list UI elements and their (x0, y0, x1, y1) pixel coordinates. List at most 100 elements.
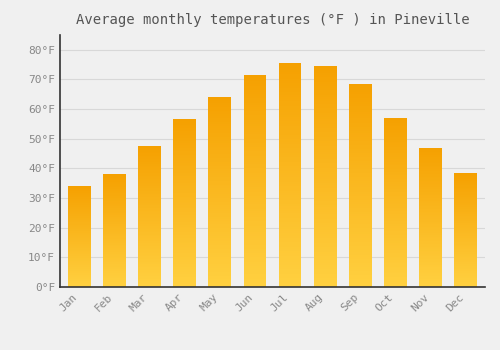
Bar (174, 188, 196, 190)
Bar (138, 198, 161, 200)
Bar (68, 240, 90, 241)
Bar (174, 153, 196, 155)
Bar (349, 128, 372, 131)
Bar (68, 222, 90, 223)
Bar (208, 166, 231, 167)
Bar (103, 178, 126, 179)
Bar (103, 175, 126, 177)
Bar (208, 245, 231, 247)
Bar (244, 126, 266, 128)
Bar (138, 273, 161, 274)
Bar (349, 183, 372, 186)
Bar (138, 283, 161, 284)
Bar (349, 163, 372, 165)
Bar (208, 177, 231, 179)
Bar (174, 125, 196, 126)
Bar (419, 265, 442, 266)
Bar (138, 178, 161, 180)
Bar (278, 139, 301, 141)
Bar (208, 99, 231, 101)
Bar (454, 212, 477, 213)
Bar (278, 175, 301, 177)
Bar (278, 249, 301, 251)
Bar (419, 226, 442, 227)
Bar (314, 168, 336, 170)
Bar (174, 163, 196, 165)
Bar (454, 204, 477, 205)
Bar (454, 232, 477, 233)
Bar (138, 262, 161, 263)
Bar (384, 121, 407, 123)
Bar (174, 205, 196, 206)
Bar (454, 258, 477, 260)
Bar (138, 229, 161, 231)
Bar (208, 147, 231, 148)
Bar (208, 217, 231, 219)
Bar (349, 194, 372, 196)
Bar (419, 250, 442, 251)
Bar (349, 181, 372, 183)
Bar (454, 192, 477, 194)
Bar (278, 191, 301, 193)
Bar (174, 130, 196, 131)
Bar (208, 162, 231, 164)
Bar (419, 276, 442, 277)
Bar (208, 213, 231, 215)
Bar (103, 267, 126, 268)
Bar (278, 65, 301, 68)
Bar (174, 181, 196, 183)
Bar (68, 194, 90, 195)
Bar (244, 238, 266, 240)
Bar (68, 265, 90, 266)
Bar (138, 180, 161, 181)
Bar (138, 212, 161, 214)
Bar (138, 280, 161, 281)
Bar (349, 208, 372, 210)
Bar (103, 242, 126, 243)
Bar (103, 280, 126, 281)
Bar (349, 236, 372, 238)
Bar (68, 234, 90, 236)
Bar (278, 197, 301, 200)
Bar (419, 212, 442, 213)
Bar (454, 203, 477, 204)
Bar (278, 186, 301, 189)
Bar (419, 191, 442, 192)
Bar (384, 160, 407, 162)
Bar (454, 181, 477, 182)
Bar (174, 265, 196, 267)
Bar (278, 83, 301, 85)
Bar (384, 240, 407, 242)
Bar (419, 259, 442, 260)
Bar (278, 157, 301, 159)
Bar (384, 241, 407, 243)
Bar (138, 236, 161, 238)
Bar (278, 106, 301, 108)
Bar (454, 246, 477, 247)
Bar (278, 63, 301, 65)
Bar (384, 218, 407, 219)
Bar (244, 245, 266, 247)
Bar (454, 263, 477, 264)
Bar (314, 77, 336, 79)
Bar (103, 235, 126, 236)
Bar (174, 187, 196, 188)
Bar (419, 253, 442, 255)
Bar (278, 137, 301, 139)
Bar (68, 231, 90, 232)
Bar (349, 281, 372, 283)
Bar (454, 196, 477, 197)
Bar (138, 270, 161, 272)
Bar (208, 285, 231, 287)
Bar (138, 150, 161, 152)
Bar (103, 205, 126, 206)
Bar (278, 251, 301, 253)
Bar (68, 261, 90, 262)
Bar (244, 139, 266, 141)
Bar (68, 203, 90, 204)
Bar (138, 214, 161, 215)
Bar (314, 238, 336, 240)
Bar (349, 139, 372, 141)
Bar (174, 197, 196, 198)
Bar (244, 155, 266, 158)
